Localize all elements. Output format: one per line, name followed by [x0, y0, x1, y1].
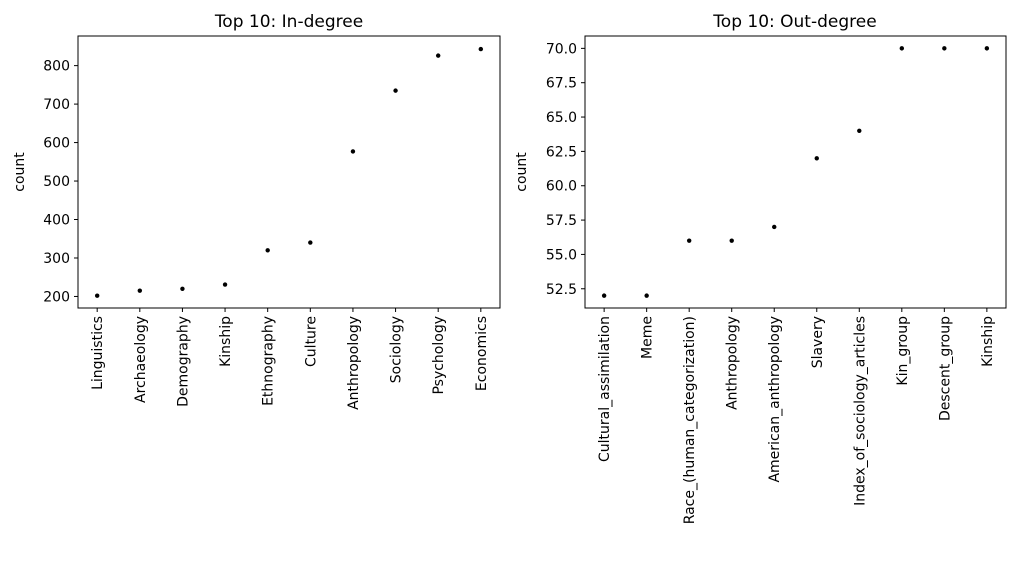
- tick-layer: [581, 47, 988, 312]
- data-point: [814, 156, 819, 161]
- x-tick-label: Psychology: [431, 316, 447, 395]
- y-tick-label: 52.5: [546, 282, 577, 298]
- x-tick-label: Linguistics: [90, 316, 106, 390]
- x-tick-label: Ethnography: [261, 316, 277, 406]
- y-tick-label: 70.0: [546, 41, 577, 57]
- data-point: [94, 293, 100, 298]
- y-tick-label: 800: [43, 59, 70, 75]
- y-tick-label: 60.0: [546, 179, 577, 195]
- y-tick-label: 67.5: [546, 76, 577, 92]
- point-layer: [601, 46, 990, 298]
- y-axis-label: count: [12, 152, 28, 192]
- data-point: [601, 293, 607, 298]
- x-tick-label: Meme: [640, 316, 656, 359]
- chart-title: Top 10: Out-degree: [712, 12, 876, 32]
- data-point: [686, 238, 692, 243]
- data-point: [644, 293, 649, 298]
- data-point: [180, 286, 185, 291]
- y-tick-label: 300: [43, 251, 70, 267]
- x-tick-label: Slavery: [810, 316, 826, 368]
- data-point: [984, 46, 990, 51]
- out-degree-chart: Top 10: Out-degree count 52.5 55.0 57.5 60.…: [514, 12, 1007, 524]
- y-tick-label: 700: [43, 97, 70, 113]
- data-point: [393, 88, 398, 93]
- y-axis-label: count: [514, 152, 530, 192]
- data-point: [478, 46, 484, 52]
- x-tick-label: Kinship: [980, 316, 996, 367]
- y-tick-label: 500: [43, 174, 70, 190]
- y-tick-label: 600: [43, 136, 70, 152]
- plot-frame: [77, 35, 501, 309]
- plot-frame: [584, 35, 1007, 309]
- x-tick-label: Descent_group: [937, 316, 953, 421]
- y-tick-label: 400: [43, 213, 70, 229]
- y-tick-label: 200: [43, 289, 70, 305]
- tick-layer: [74, 65, 482, 312]
- data-point: [435, 53, 441, 58]
- chart-title: Top 10: In-degree: [214, 12, 363, 32]
- x-tick-label: Kinship: [218, 316, 234, 367]
- in-degree-chart: Top 10: In-degree count 200 300 400 500 600 7…: [12, 12, 501, 410]
- x-tick-label: Sociology: [389, 316, 405, 383]
- data-point: [265, 248, 270, 253]
- x-tick-label: Anthropology: [346, 316, 362, 410]
- data-point: [137, 288, 143, 293]
- data-point: [350, 149, 356, 154]
- y-tick-label: 57.5: [546, 213, 577, 229]
- data-point: [899, 46, 905, 51]
- x-tick-label: American_anthropology: [767, 316, 783, 483]
- point-layer: [94, 46, 484, 298]
- data-point: [308, 240, 313, 245]
- data-point: [942, 46, 947, 51]
- data-point: [772, 224, 777, 230]
- x-tick-label: Demography: [175, 316, 191, 407]
- data-point: [857, 128, 862, 133]
- y-tick-label: 55.0: [546, 247, 577, 263]
- label-layer: 200 300 400 500 600 700 800 Linguistics Archaeol…: [43, 59, 490, 410]
- data-point: [729, 238, 734, 243]
- x-tick-label: Economics: [474, 316, 490, 391]
- x-tick-label: Anthropology: [725, 316, 741, 410]
- label-layer: 52.5 55.0 57.5 60.0 62.5 65.0 67.5 70.0 Cultural…: [546, 41, 996, 524]
- x-tick-label: Cultural_assimilation: [597, 316, 613, 462]
- x-tick-label: Kin_group: [895, 316, 911, 386]
- x-tick-label: Archaeology: [133, 316, 149, 403]
- y-tick-label: 65.0: [546, 110, 577, 126]
- data-point: [222, 282, 228, 287]
- x-tick-label: Culture: [303, 316, 319, 367]
- y-tick-label: 62.5: [546, 144, 577, 160]
- x-tick-label: Index_of_sociology_articles: [852, 316, 868, 506]
- x-tick-label: Race_(human_categorization): [682, 316, 698, 524]
